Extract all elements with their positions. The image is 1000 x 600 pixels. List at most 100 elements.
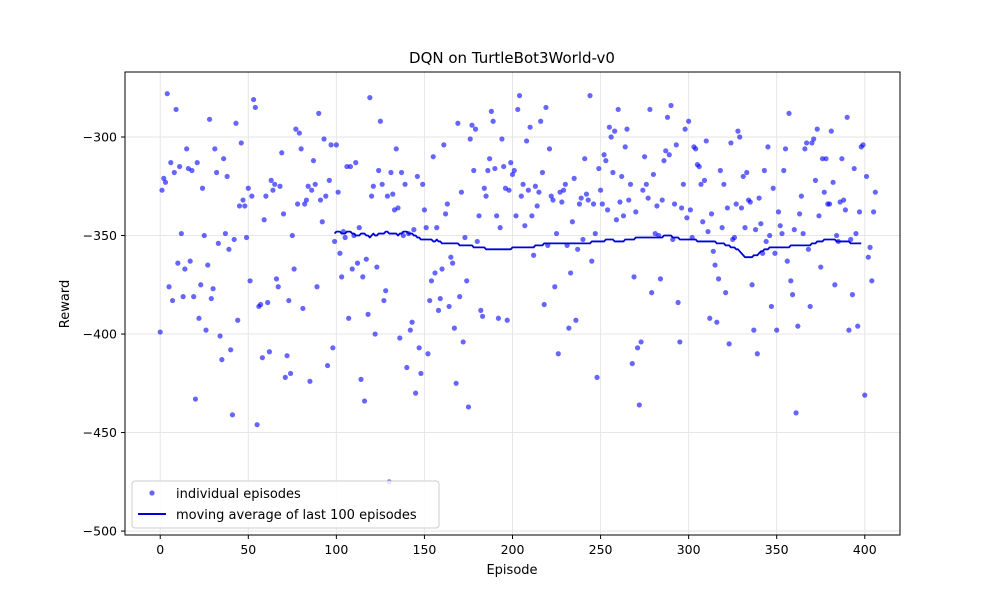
episode-point — [298, 146, 304, 152]
episode-point — [381, 297, 387, 304]
episode-point — [191, 294, 197, 300]
episode-point — [580, 236, 586, 243]
episode-point — [758, 221, 764, 227]
episode-point — [841, 197, 847, 203]
episode-point — [358, 376, 364, 382]
episode-point — [157, 329, 163, 335]
episode-point — [439, 266, 445, 272]
episode-point — [460, 339, 466, 345]
episode-point — [233, 120, 239, 126]
episode-point — [428, 278, 435, 284]
episode-point — [390, 191, 396, 197]
episode-point — [633, 209, 639, 215]
episode-point — [520, 181, 526, 187]
episode-point — [793, 410, 799, 416]
episode-point — [578, 195, 584, 201]
x-tick-label: 100 — [324, 542, 348, 557]
episode-point — [700, 219, 706, 225]
episode-point — [395, 205, 401, 211]
episode-point — [368, 193, 375, 199]
episode-point — [666, 152, 672, 158]
episode-point — [673, 142, 679, 148]
episode-point — [856, 209, 863, 215]
episode-point — [339, 274, 345, 280]
episode-point — [865, 254, 871, 260]
episode-point — [844, 114, 850, 120]
episode-point — [719, 225, 725, 231]
episode-point — [488, 108, 494, 114]
episode-point — [272, 181, 278, 187]
episode-point — [680, 181, 686, 187]
episode-point — [522, 223, 528, 229]
episode-point — [469, 122, 475, 128]
y-tick-label: −400 — [83, 327, 117, 342]
episode-point — [161, 175, 167, 181]
episode-point — [610, 169, 616, 176]
episode-point — [441, 142, 447, 148]
episode-point — [448, 254, 454, 260]
episode-point — [182, 266, 188, 272]
episode-point — [402, 181, 408, 187]
episode-point — [423, 225, 429, 231]
episode-point — [585, 197, 591, 203]
episode-point — [265, 299, 271, 306]
episode-point — [303, 197, 310, 203]
episode-point — [393, 146, 399, 152]
episode-point — [754, 351, 760, 357]
episode-point — [523, 138, 530, 144]
episode-point — [374, 264, 380, 270]
episode-point — [770, 185, 776, 191]
episode-point — [365, 311, 371, 317]
episode-point — [671, 201, 678, 207]
x-tick-label: 400 — [853, 542, 877, 557]
episode-point — [589, 258, 595, 264]
episode-point — [479, 313, 486, 319]
episode-point — [321, 136, 327, 142]
episode-point — [853, 230, 859, 237]
episode-point — [582, 156, 588, 162]
episode-point — [789, 292, 796, 298]
x-axis-label: Episode — [486, 563, 537, 578]
episode-point — [735, 128, 741, 134]
episode-point — [356, 225, 362, 231]
episode-point — [715, 276, 722, 282]
episode-point — [203, 327, 209, 333]
episode-point — [215, 240, 221, 247]
episode-point — [626, 197, 632, 203]
episode-point — [701, 177, 708, 183]
x-tick-label: 250 — [589, 542, 613, 557]
episode-point — [333, 142, 339, 148]
episode-point — [324, 362, 331, 369]
episode-point — [372, 331, 378, 337]
episode-point — [205, 262, 211, 268]
episode-point — [811, 136, 817, 142]
episode-point — [839, 156, 845, 162]
episode-point — [678, 205, 685, 211]
episode-point — [432, 270, 438, 276]
episode-point — [279, 150, 285, 156]
episode-point — [169, 297, 176, 304]
episode-point — [812, 177, 819, 183]
episode-point — [539, 169, 546, 176]
episode-point — [870, 209, 877, 215]
y-tick-label: −350 — [83, 228, 117, 243]
episode-point — [800, 230, 806, 237]
episode-point — [228, 347, 234, 353]
episode-point — [261, 217, 267, 223]
episode-point — [250, 96, 257, 103]
episode-point — [180, 294, 186, 300]
episode-point — [178, 230, 184, 237]
episode-point — [562, 181, 568, 187]
episode-point — [698, 181, 704, 187]
episode-point — [659, 197, 665, 203]
episode-point — [238, 140, 244, 146]
episode-point — [774, 327, 780, 333]
episode-point — [833, 232, 840, 239]
episode-point — [601, 152, 607, 158]
episode-point — [346, 315, 352, 321]
episode-point — [219, 357, 225, 363]
episode-point — [363, 256, 369, 262]
episode-point — [795, 323, 801, 329]
episode-point — [663, 148, 669, 154]
episode-point — [583, 191, 590, 197]
